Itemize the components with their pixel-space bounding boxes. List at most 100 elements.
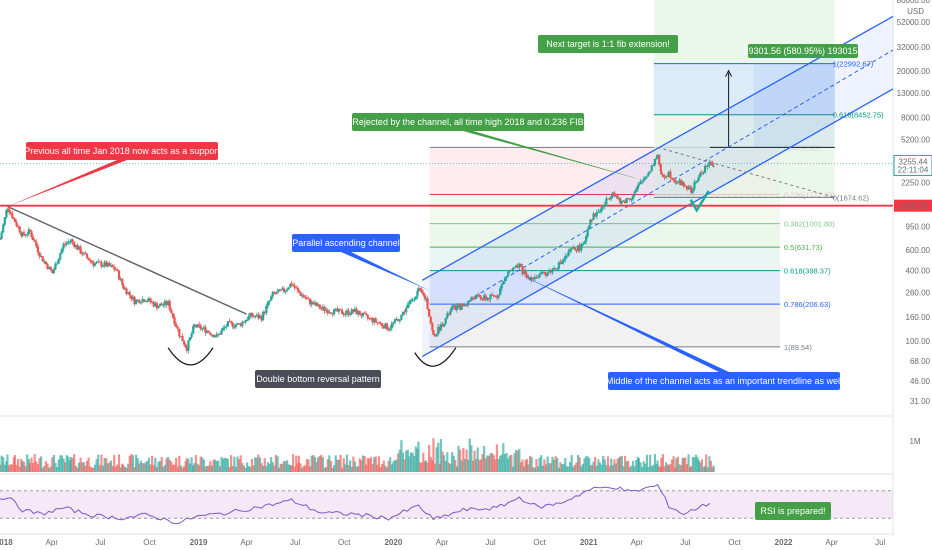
candle-body xyxy=(471,297,475,299)
volume-bar xyxy=(594,456,597,472)
candle-body xyxy=(656,154,659,158)
volume-bar xyxy=(669,463,672,472)
volume-bar xyxy=(565,466,568,472)
candle-body xyxy=(60,248,64,254)
candle-body xyxy=(594,213,597,217)
volume-bar xyxy=(400,440,403,472)
volume-bar xyxy=(541,465,544,472)
triangle-dashed xyxy=(657,146,835,198)
candle-body xyxy=(293,285,296,288)
candle-body xyxy=(24,234,27,236)
volume-bar xyxy=(71,457,74,472)
volume-bar xyxy=(268,463,271,472)
volume-bar xyxy=(93,464,97,472)
volume-bar xyxy=(190,457,193,472)
fib-zone xyxy=(429,304,780,347)
candle-body xyxy=(56,263,59,265)
candle-body xyxy=(64,243,67,245)
candle-body xyxy=(414,296,417,300)
candle-body xyxy=(40,256,43,258)
candle-body xyxy=(305,298,309,300)
price-tick-label: 5200.00 xyxy=(901,136,930,145)
volume-bar xyxy=(247,465,250,472)
candle-body xyxy=(222,328,225,331)
volume-bar xyxy=(18,466,21,472)
candle-body xyxy=(584,236,588,242)
volume-bar xyxy=(136,458,139,472)
candle-body xyxy=(109,265,113,267)
candle-body xyxy=(246,319,249,321)
candle-body xyxy=(678,180,681,183)
rsi-band xyxy=(0,490,893,519)
candle-body xyxy=(27,229,30,235)
x-tick-label: 2020 xyxy=(384,538,402,547)
volume-bar xyxy=(360,460,363,472)
volume-bar xyxy=(206,465,209,472)
candle-body xyxy=(704,166,707,173)
price-tick-label: 31.00 xyxy=(910,397,931,406)
volume-bar xyxy=(588,458,591,472)
candle-body xyxy=(52,269,56,274)
candle-body xyxy=(273,291,276,294)
candle-body xyxy=(389,328,392,330)
volume-bar xyxy=(64,462,67,472)
volume-bar xyxy=(51,457,54,472)
volume-bar xyxy=(462,448,465,472)
volume-bar xyxy=(390,464,393,472)
volume-bar xyxy=(535,459,538,472)
candle-body xyxy=(424,298,428,300)
volume-bar xyxy=(290,465,293,472)
volume-bar xyxy=(449,463,452,472)
candle-body xyxy=(518,264,521,268)
volume-bar xyxy=(287,464,290,472)
channel-lower-line xyxy=(421,88,894,358)
candle-body xyxy=(655,157,658,159)
volume-bar xyxy=(111,466,114,472)
volume-bar xyxy=(130,454,133,472)
volume-bar xyxy=(583,458,586,472)
candle-body xyxy=(709,162,713,164)
rejected-text: Rejected by the channel, all time high 2… xyxy=(352,117,583,127)
volume-bar xyxy=(46,463,49,472)
volume-bar xyxy=(483,445,486,472)
candle-body xyxy=(590,219,594,221)
candle-body xyxy=(236,323,239,325)
candle-body xyxy=(297,290,301,293)
candle-body xyxy=(239,323,242,326)
candle-body xyxy=(43,261,46,263)
volume-bar xyxy=(365,464,368,472)
middle-text: Middle of the channel acts as an importa… xyxy=(606,376,842,386)
volume-bar xyxy=(119,467,122,472)
volume-bar xyxy=(40,456,43,472)
candle-body xyxy=(644,176,647,179)
volume-bar xyxy=(162,466,165,472)
volume-bar xyxy=(616,458,619,472)
volume-bar xyxy=(168,459,171,472)
candle-body xyxy=(467,301,470,306)
candle-body xyxy=(405,308,408,313)
candle-body xyxy=(117,270,121,280)
candle-body xyxy=(0,239,2,241)
volume-bar xyxy=(17,458,20,472)
volume-bar xyxy=(414,446,417,472)
volume-bar xyxy=(625,461,628,472)
rejected-callout xyxy=(352,113,584,131)
volume-bar xyxy=(623,456,627,472)
volume-bar xyxy=(128,455,131,472)
candle-body xyxy=(595,212,598,217)
candle-body xyxy=(535,276,538,278)
volume-bar xyxy=(389,457,392,472)
volume-bar xyxy=(323,467,326,472)
volume-bar xyxy=(398,449,401,472)
candle-body xyxy=(658,154,661,165)
candle-body xyxy=(290,283,293,285)
candle-body xyxy=(93,263,97,266)
volume-bar xyxy=(178,455,181,472)
candle-body xyxy=(278,289,281,292)
candle-body xyxy=(439,324,442,331)
candle-body xyxy=(645,175,649,177)
candle-body xyxy=(635,189,638,192)
volume-bar xyxy=(271,462,274,472)
volume-bar xyxy=(175,457,178,472)
